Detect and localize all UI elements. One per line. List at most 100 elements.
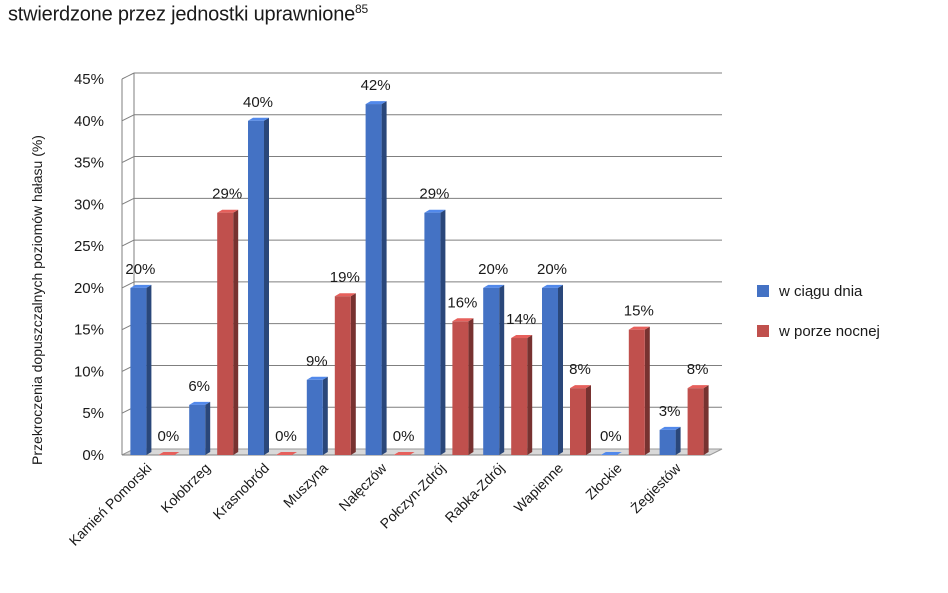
data-label: 16% [447,294,477,311]
bar-top-face [687,385,709,389]
bar-side-face [558,284,563,455]
bar-day [189,401,211,455]
bar-day [600,452,622,455]
y-tick-label: 35% [74,155,104,172]
bar-top-face [248,117,269,121]
bar-top-face [217,209,239,213]
bar-night [393,452,415,455]
legend-label: w ciągu dnia [778,283,863,300]
y-tick-label: 40% [74,113,104,130]
bar-top-face [393,452,415,455]
bar-side-face [233,209,239,455]
x-category-label: Żegiestów [627,458,685,516]
x-category-label: Kołobrzeg [157,460,213,516]
bar-front-face [511,338,528,455]
y-tick-label: 0% [82,447,104,464]
gridline-wall-connector [121,197,135,205]
bar-night [452,318,474,455]
data-label: 6% [188,378,210,395]
gridline-wall-connector [121,156,135,164]
x-category-label: Złockie [582,460,625,503]
bar-day [306,376,328,455]
data-label: 20% [478,261,508,278]
bar-top-face [542,284,563,288]
bar-front-face [424,212,441,455]
bar-day [365,101,387,456]
bar-night [276,452,297,455]
bar-side-face [468,318,474,455]
bar-front-face [483,287,500,455]
bar-side-face [440,209,446,455]
data-label: 0% [158,428,180,445]
data-label: 0% [600,428,622,445]
data-label: 29% [419,186,449,203]
bar-top-face [189,401,211,405]
data-label: 0% [275,428,297,445]
bar-front-face [628,329,645,455]
legend-swatch [757,285,769,297]
bar-front-face [570,388,586,455]
bar-front-face [189,404,206,455]
bar-top-face [483,284,505,288]
bar-front-face [334,296,351,455]
bar-top-face [158,452,180,455]
bar-side-face [350,293,356,455]
bar-side-face [499,284,505,455]
data-label: 9% [306,353,328,370]
bar-front-face [365,104,382,456]
bar-side-face [675,426,681,455]
legend-label: w porze nocnej [778,323,880,340]
bar-side-face [146,284,152,455]
y-tick-label: 25% [74,238,104,255]
bar-side-face [703,385,709,455]
bar-top-face [628,326,650,330]
legend: w ciągu dnia w porze nocnej [757,283,880,340]
y-tick-label: 45% [74,71,104,88]
bar-side-face [322,376,328,455]
data-label: 20% [537,261,567,278]
data-label: 19% [330,269,360,286]
bar-front-face [542,287,558,455]
legend-swatch [757,325,769,337]
gridline-wall-connector [121,72,135,80]
x-category-label: Muszyna [280,460,331,511]
y-tick-label: 5% [82,405,104,422]
bar-top-face [130,284,152,288]
caption-footnote: 85 [355,2,368,16]
x-category-label: Nałęczów [335,459,390,514]
bar-top-face [511,335,533,339]
bar-front-face [130,287,147,455]
bar-front-face [248,120,264,456]
x-category-label: Kamień Pomorski [66,460,155,549]
bar-side-face [205,401,211,455]
bar-night [511,335,533,455]
bar-night [334,293,356,455]
bar-side-face [264,117,269,456]
bar-day [130,284,152,455]
bar-day [659,426,681,455]
y-tick-label: 30% [74,196,104,213]
bar-front-face [452,321,469,455]
bar-top-face [365,101,387,105]
data-label: 29% [212,186,242,203]
data-label: 15% [624,303,654,320]
bar-front-face [659,429,676,455]
chart-caption: stwierdzone przez jednostki uprawnione85 [8,2,368,27]
bar-top-face [452,318,474,322]
bar-front-face [687,388,704,455]
bar-day [248,117,269,456]
bar-top-face [276,452,297,455]
bar-front-face [217,212,234,455]
x-category-label: Krasnobród [210,460,273,523]
caption-text: stwierdzone przez jednostki uprawnione [8,3,356,26]
bar-top-face [659,426,681,430]
bar-side-face [644,326,650,455]
bar-side-face [586,385,591,455]
y-tick-label: 15% [74,322,104,339]
bar-top-face [424,209,446,213]
data-label: 8% [687,361,709,378]
data-label: 8% [569,361,591,378]
x-category-label: Wapienne [511,460,567,516]
